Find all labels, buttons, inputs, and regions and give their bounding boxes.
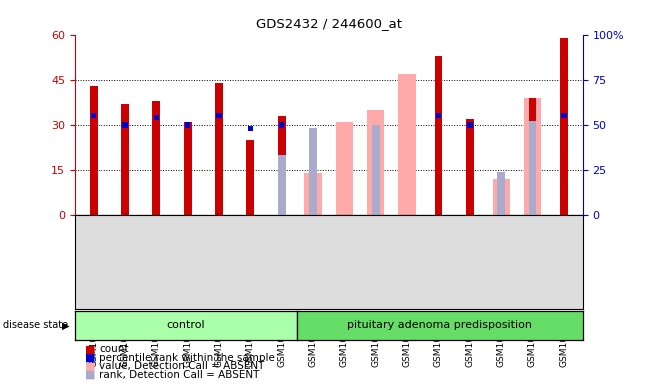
Bar — [154, 115, 159, 120]
Bar — [184, 122, 191, 215]
Bar — [529, 121, 536, 215]
Bar — [122, 122, 128, 127]
Text: ■: ■ — [85, 370, 95, 380]
Bar — [247, 140, 255, 215]
Bar — [309, 128, 317, 215]
Bar — [561, 113, 566, 119]
Text: ■: ■ — [85, 361, 95, 371]
Bar — [497, 172, 505, 215]
Bar — [524, 98, 541, 215]
Text: rank, Detection Call = ABSENT: rank, Detection Call = ABSENT — [99, 370, 259, 380]
Text: ■: ■ — [85, 344, 95, 354]
Bar — [247, 126, 253, 131]
Text: disease state: disease state — [3, 320, 68, 331]
Bar — [91, 113, 96, 119]
Bar — [436, 113, 441, 119]
Bar — [305, 173, 322, 215]
Bar — [152, 101, 160, 215]
Bar — [493, 179, 510, 215]
Bar — [90, 86, 98, 215]
Text: GDS2432 / 244600_at: GDS2432 / 244600_at — [256, 17, 402, 30]
Bar — [466, 119, 474, 215]
Text: pituitary adenoma predisposition: pituitary adenoma predisposition — [348, 320, 533, 331]
Text: ▶: ▶ — [62, 320, 70, 331]
Bar — [279, 122, 284, 127]
Bar — [121, 104, 129, 215]
Bar — [560, 38, 568, 215]
Bar — [372, 125, 380, 215]
Text: ■: ■ — [85, 353, 95, 363]
Bar — [367, 110, 384, 215]
Bar — [529, 98, 536, 215]
Bar — [278, 156, 286, 215]
Bar — [435, 56, 443, 215]
Bar — [467, 122, 473, 127]
Bar — [185, 122, 191, 127]
Text: value, Detection Call = ABSENT: value, Detection Call = ABSENT — [99, 361, 264, 371]
Text: control: control — [167, 320, 205, 331]
Text: count: count — [99, 344, 128, 354]
Bar — [278, 116, 286, 215]
Bar — [398, 74, 416, 215]
Bar — [216, 113, 222, 119]
Bar — [336, 122, 353, 215]
Text: percentile rank within the sample: percentile rank within the sample — [99, 353, 275, 363]
Bar — [215, 83, 223, 215]
